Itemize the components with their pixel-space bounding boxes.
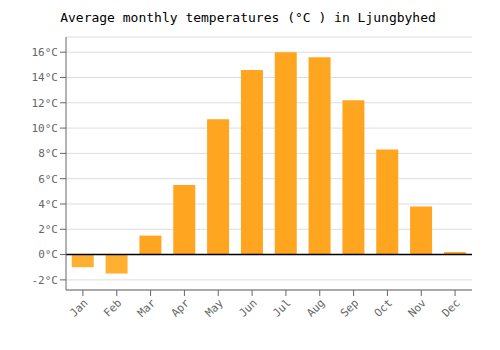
svg-text:12°C: 12°C <box>32 97 59 110</box>
svg-text:8°C: 8°C <box>38 147 58 160</box>
svg-text:Jun: Jun <box>236 296 259 319</box>
svg-text:-2°C: -2°C <box>32 274 59 287</box>
svg-text:Dec: Dec <box>439 296 462 319</box>
svg-text:16°C: 16°C <box>32 46 59 59</box>
svg-text:Oct: Oct <box>372 296 395 319</box>
svg-text:0°C: 0°C <box>38 248 58 261</box>
svg-text:14°C: 14°C <box>32 71 59 84</box>
svg-text:May: May <box>203 296 227 320</box>
svg-text:Nov: Nov <box>406 296 430 320</box>
svg-text:2°C: 2°C <box>38 223 58 236</box>
svg-text:10°C: 10°C <box>32 122 59 135</box>
svg-text:6°C: 6°C <box>38 173 58 186</box>
svg-text:Jan: Jan <box>67 296 90 319</box>
svg-text:Aug: Aug <box>304 296 327 319</box>
html-text:Average monthly temperatures (: Average monthly temperatures (°C ) in Lj… <box>60 10 436 25</box>
svg-text:Jul: Jul <box>270 296 293 319</box>
svg-text:Sep: Sep <box>338 296 361 319</box>
svg-text:Mar: Mar <box>135 296 159 320</box>
svg-text:Apr: Apr <box>169 296 193 320</box>
svg-text:Feb: Feb <box>101 296 124 319</box>
svg-text:4°C: 4°C <box>38 198 58 211</box>
